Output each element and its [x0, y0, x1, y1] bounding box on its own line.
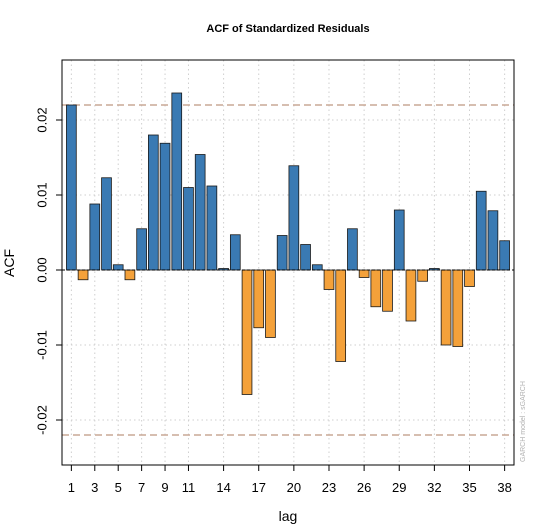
x-tick-label: 23 — [322, 480, 336, 495]
acf-bar-lag-37 — [487, 210, 499, 271]
acf-bar-lag-3 — [89, 203, 101, 271]
acf-bar-lag-18 — [265, 269, 276, 338]
acf-bar-lag-28 — [382, 269, 393, 312]
acf-bar-lag-6 — [124, 269, 136, 281]
acf-bar-lag-33 — [440, 269, 452, 346]
y-tick-label: -0.02 — [35, 405, 50, 435]
acf-bar-lag-25 — [347, 228, 358, 271]
acf-bar-lag-34 — [452, 269, 464, 347]
acf-bar-lag-10 — [171, 92, 183, 271]
plot-frame — [61, 59, 515, 466]
bars — [66, 92, 510, 395]
chart-title: ACF of Standardized Residuals — [206, 23, 369, 35]
x-tick-label: 26 — [357, 480, 371, 495]
x-axis-label: lag — [279, 508, 298, 524]
x-tick-label: 20 — [287, 480, 301, 495]
x-tick-label: 9 — [161, 480, 168, 495]
x-tick-label: 14 — [216, 480, 230, 495]
acf-bar-lag-13 — [206, 185, 218, 271]
model-watermark: GARCH model : sGARCH — [520, 381, 527, 462]
acf-bar-lag-7 — [136, 228, 147, 271]
x-tick-label: 7 — [138, 480, 145, 495]
acf-bar-lag-26 — [358, 269, 370, 278]
acf-bar-lag-4 — [101, 177, 112, 271]
y-tick-label: 0.00 — [35, 257, 50, 282]
x-tick-label: 3 — [91, 480, 98, 495]
acf-bar-lag-36 — [475, 190, 487, 271]
acf-bar-lag-29 — [393, 209, 405, 271]
acf-bar-lag-19 — [276, 235, 288, 271]
x-tick-label: 5 — [115, 480, 122, 495]
acf-bar-lag-15 — [229, 234, 241, 271]
x-tick-label: 38 — [497, 480, 511, 495]
y-tick-label: 0.02 — [35, 107, 50, 132]
acf-bar-lag-17 — [253, 269, 265, 329]
x-axis: 1 3 5 7 9 11 14 17 20 23 26 29 32 35 38 — [68, 465, 512, 495]
acf-bar-lag-8 — [148, 134, 159, 271]
acf-bar-lag-22 — [311, 264, 323, 271]
x-tick-label: 29 — [392, 480, 406, 495]
x-tick-label: 17 — [251, 480, 265, 495]
acf-bar-lag-38 — [499, 240, 510, 271]
y-axis-label: ACF — [1, 249, 17, 277]
x-tick-label: 1 — [68, 480, 75, 495]
acf-bar-lag-35 — [464, 269, 475, 287]
x-tick-label: 35 — [462, 480, 476, 495]
x-tick-label: 32 — [427, 480, 441, 495]
acf-bar-lag-24 — [335, 269, 347, 362]
y-axis: -0.02 -0.01 0.00 0.01 0.02 — [35, 107, 62, 435]
grid — [62, 60, 514, 465]
acf-bar-lag-2 — [77, 269, 89, 281]
acf-bar-lag-1 — [66, 104, 77, 271]
acf-bar-lag-31 — [417, 269, 428, 282]
y-tick-label: -0.01 — [35, 330, 50, 360]
acf-bar-lag-16 — [241, 269, 253, 395]
acf-bar-lag-9 — [159, 142, 171, 271]
acf-bar-lag-30 — [405, 269, 417, 322]
acf-bar-lag-23 — [323, 269, 335, 290]
acf-bar-lag-5 — [112, 264, 124, 271]
acf-bar-lag-27 — [370, 269, 382, 308]
x-tick-label: 11 — [182, 480, 196, 495]
y-tick-label: 0.01 — [35, 182, 50, 207]
acf-bar-lag-11 — [183, 187, 194, 271]
acf-bar-lag-21 — [300, 244, 311, 271]
acf-bar-lag-20 — [288, 165, 300, 271]
acf-bar-lag-12 — [194, 154, 206, 271]
confidence-bounds — [62, 104, 514, 436]
